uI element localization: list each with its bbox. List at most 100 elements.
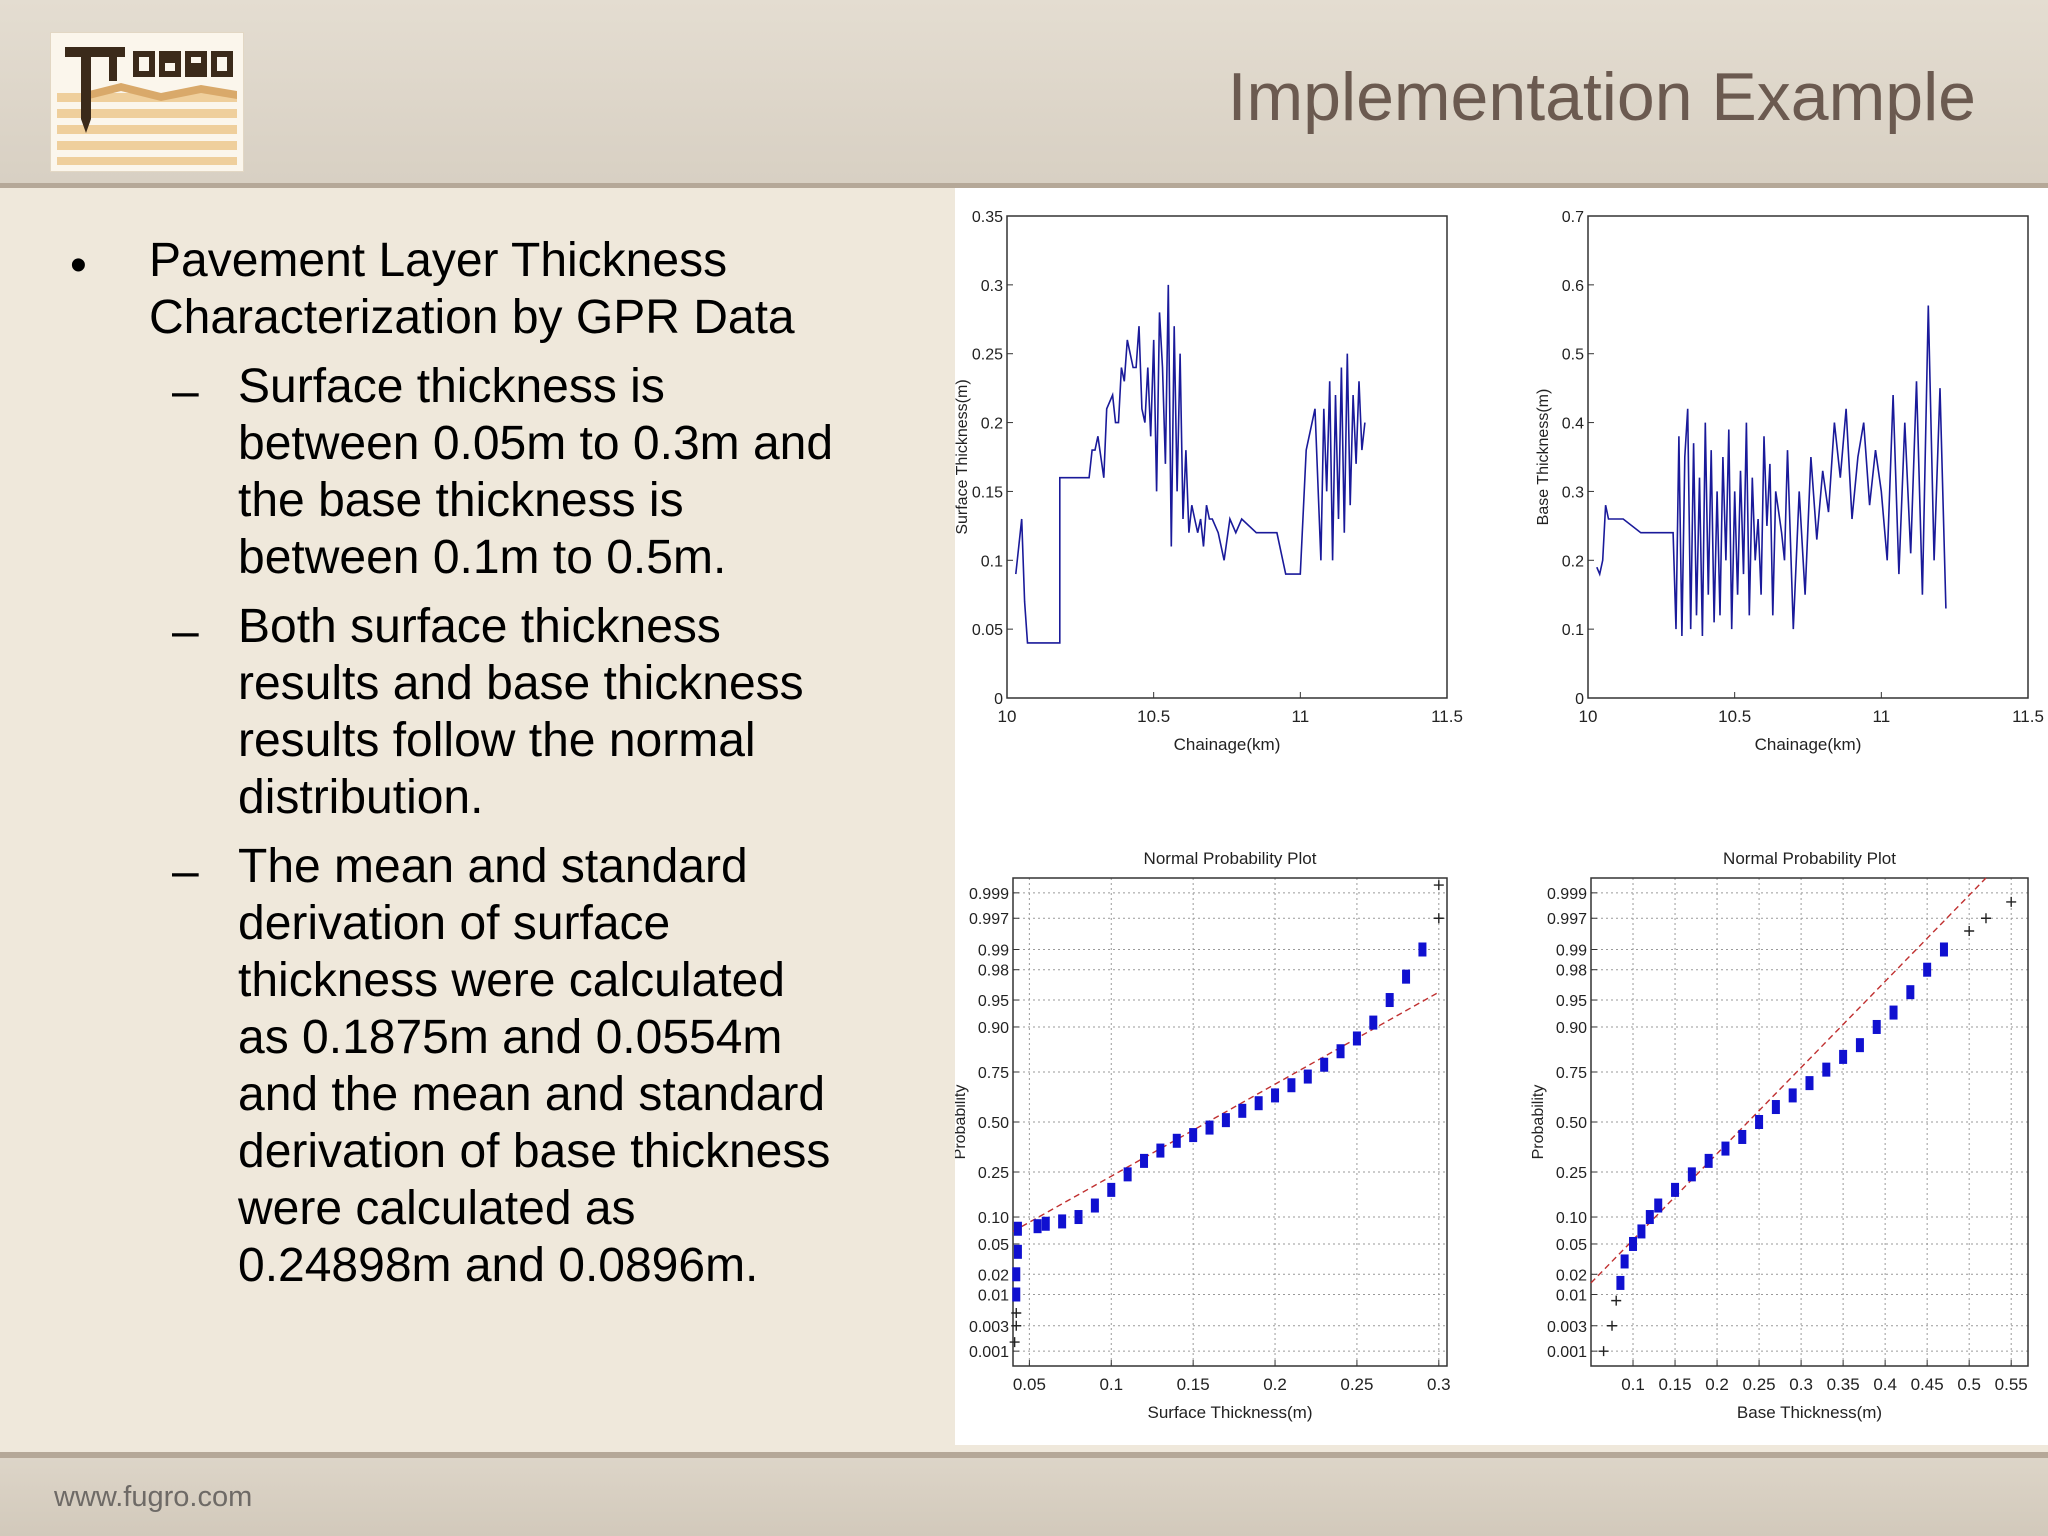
- probability-point: [1629, 1236, 1638, 1251]
- probability-point: [1189, 1128, 1198, 1143]
- slide-header: [0, 0, 2048, 183]
- y-tick-label: 0.01: [1556, 1288, 1587, 1305]
- bullet-marker: •: [70, 239, 87, 292]
- y-tick-label: 0.98: [978, 963, 1009, 980]
- main-bullet-text: Pavement Layer Thickness Characterizatio…: [149, 232, 795, 346]
- bullet-content: • Pavement Layer Thickness Characterizat…: [0, 188, 955, 1453]
- y-tick-label: 0.10: [1556, 1210, 1587, 1227]
- sub-bullet-line: Surface thickness is: [238, 360, 665, 413]
- sub-bullet-marker: –: [172, 845, 199, 898]
- y-tick-label: 0.2: [981, 416, 1003, 433]
- probability-point: [1140, 1153, 1149, 1168]
- y-tick-label: 0.90: [1556, 1020, 1587, 1037]
- probability-point: [1041, 1216, 1050, 1231]
- sub-bullet-line: derivation of surface: [238, 897, 671, 950]
- x-axis-label: Chainage(km): [1755, 735, 1862, 754]
- probability-point: [1654, 1198, 1663, 1213]
- probability-point: [1906, 985, 1915, 1000]
- reference-line: [1012, 991, 1440, 1233]
- y-axis-label: Probability: [1530, 1085, 1547, 1160]
- y-tick-label: 0.003: [969, 1319, 1009, 1336]
- probability-point: [1805, 1076, 1814, 1091]
- probability-point: [1738, 1129, 1747, 1144]
- sub-bullet-line: derivation of base thickness: [238, 1125, 831, 1178]
- y-tick-label: 0.95: [1556, 993, 1587, 1010]
- probability-point: [1704, 1153, 1713, 1168]
- y-tick-label: 0.997: [969, 911, 1009, 928]
- probability-point: [1287, 1078, 1296, 1093]
- sub-bullet-text: The mean and standard derivation of surf…: [238, 838, 830, 1294]
- fugro-logo: [50, 32, 244, 172]
- sub-bullet-line: distribution.: [238, 771, 484, 824]
- probability-point: [1755, 1115, 1764, 1129]
- y-tick-label: 0.25: [972, 347, 1003, 364]
- probability-point: [1012, 1267, 1021, 1282]
- thickness-series-line: [1015, 284, 1366, 644]
- probability-point: [1320, 1057, 1329, 1072]
- thickness-series-line: [1596, 305, 1947, 637]
- probability-point: [1671, 1182, 1680, 1197]
- y-axis-label: Probability: [955, 1085, 969, 1160]
- sub-bullet-line: 0.24898m and 0.0896m.: [238, 1239, 759, 1292]
- x-tick-label: 0.15: [1658, 1375, 1691, 1394]
- y-tick-label: 0.02: [1556, 1267, 1587, 1284]
- y-tick-label: 0.25: [1556, 1165, 1587, 1182]
- y-tick-label: 0.6: [1562, 278, 1584, 295]
- probability-point: [1254, 1096, 1263, 1111]
- probability-point: [1009, 1337, 1020, 1348]
- y-tick-label: 0.98: [1556, 963, 1587, 980]
- y-tick-label: 0.001: [1547, 1344, 1587, 1361]
- y-tick-label: 0.05: [1556, 1237, 1587, 1254]
- y-tick-label: 0.50: [1556, 1115, 1587, 1132]
- x-tick-label: 11.5: [1431, 707, 1463, 726]
- x-tick-label: 0.25: [1340, 1375, 1373, 1394]
- sub-bullet-line: Both surface thickness: [238, 600, 721, 653]
- probability-point: [1418, 942, 1427, 957]
- y-tick-label: 0.7: [1562, 209, 1584, 226]
- probability-point: [1090, 1198, 1099, 1213]
- x-tick-label: 0.1: [1621, 1375, 1645, 1394]
- x-tick-label: 10.5: [1718, 707, 1751, 726]
- y-tick-label: 0.997: [1547, 911, 1587, 928]
- y-tick-label: 0.01: [978, 1288, 1009, 1305]
- probability-point: [1889, 1005, 1898, 1020]
- x-tick-label: 0.05: [1013, 1375, 1046, 1394]
- y-tick-label: 0.05: [978, 1237, 1009, 1254]
- sub-bullet-line: results and base thickness: [238, 657, 804, 710]
- probability-point: [1598, 1346, 1609, 1357]
- sub-bullet-line: the base thickness is: [238, 474, 684, 527]
- y-tick-label: 0.5: [1562, 347, 1584, 364]
- x-axis-label: Chainage(km): [1174, 735, 1281, 754]
- x-tick-label: 0.2: [1705, 1375, 1729, 1394]
- probability-point: [1607, 1320, 1618, 1331]
- probability-point: [1839, 1049, 1848, 1064]
- y-tick-label: 0.35: [972, 209, 1003, 226]
- x-tick-label: 10: [998, 707, 1017, 726]
- probability-point: [1822, 1062, 1831, 1077]
- probability-point: [1012, 1287, 1021, 1302]
- probability-point: [1238, 1103, 1247, 1118]
- plot-frame: [1006, 215, 1448, 699]
- probability-point: [1011, 1320, 1022, 1331]
- y-tick-label: 0.90: [978, 1020, 1009, 1037]
- slide-footer: [0, 1458, 2048, 1536]
- probability-point: [1939, 942, 1948, 957]
- probability-point: [1033, 1219, 1042, 1234]
- y-tick-label: 0.3: [1562, 484, 1584, 501]
- probability-point: [1058, 1214, 1067, 1229]
- y-tick-label: 0.75: [978, 1065, 1009, 1082]
- probability-point: [1385, 993, 1394, 1008]
- probability-point: [1611, 1295, 1622, 1306]
- fugro-logo-icon: [57, 47, 237, 165]
- x-tick-label: 10.5: [1137, 707, 1170, 726]
- y-tick-label: 0: [1575, 691, 1584, 708]
- x-tick-label: 0.4: [1873, 1375, 1897, 1394]
- sub-bullet-line: were calculated as: [238, 1182, 636, 1235]
- probability-point: [1011, 1308, 1022, 1318]
- y-tick-label: 0.10: [978, 1210, 1009, 1227]
- y-tick-label: 0.25: [978, 1165, 1009, 1182]
- x-tick-label: 0.3: [1789, 1375, 1813, 1394]
- x-axis-label: Surface Thickness(m): [1147, 1403, 1312, 1422]
- sub-bullet-line: and the mean and standard: [238, 1068, 826, 1121]
- probability-point: [1156, 1143, 1165, 1158]
